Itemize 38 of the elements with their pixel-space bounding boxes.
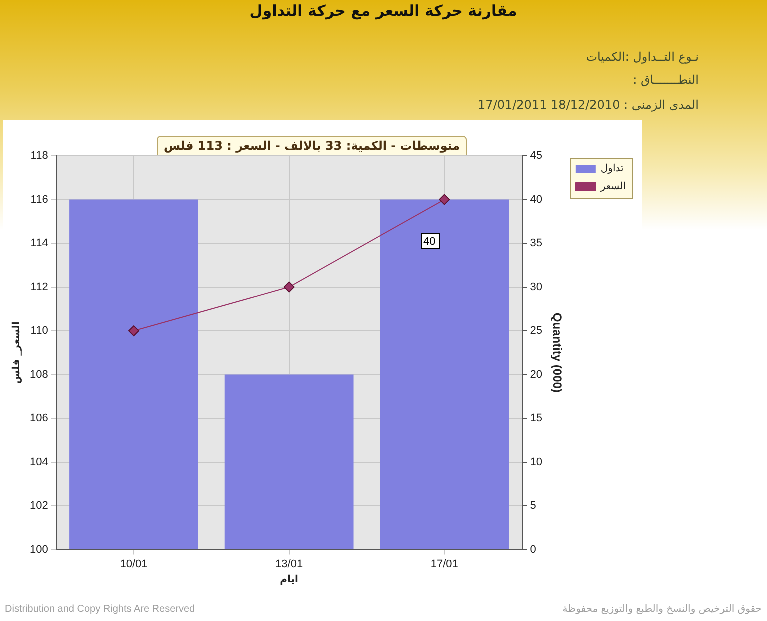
legend-label: السعر [600, 182, 626, 193]
y-tick-label: 110 [30, 325, 48, 338]
y-tick-label: 100 [30, 544, 48, 556]
y2-tick-label: 15 [530, 412, 543, 425]
y2-tick-label: 20 [530, 368, 543, 381]
y2-tick-label: 30 [530, 281, 543, 294]
x-tick-label: 17/01 [430, 558, 458, 570]
y2-tick-label: 0 [530, 544, 536, 556]
data-label: 40 [424, 236, 436, 248]
text: المدى الزمنى : 18/12/2010 17/01/2011 [478, 98, 699, 112]
text: نـوع التــداول :الكميات [586, 50, 699, 64]
y-tick-label: 102 [30, 500, 48, 512]
chart-title: مقارنة حركة السعر مع حركة التداول [248, 2, 518, 20]
y-tick-label: 106 [30, 412, 48, 425]
y-tick-label: 114 [30, 238, 48, 250]
y2-axis-title: Quantity (000) [550, 312, 564, 393]
y2-tick-label: 5 [530, 500, 536, 512]
text: Distribution and Copy Rights Are Reserved [5, 604, 196, 615]
point [439, 194, 450, 206]
point [128, 326, 140, 337]
y-tick-label: 118 [30, 150, 48, 162]
x-tick-label: 10/01 [120, 558, 148, 570]
text: النطـــــــاق : [633, 73, 699, 87]
y-tick-label: 104 [30, 456, 48, 468]
y-tick-label: 116 [30, 194, 48, 206]
y2-tick-label: 40 [530, 194, 543, 206]
point [284, 282, 295, 293]
text: حقوق الترخيص والنسخ والطبع والتوزيع محفوظة [562, 604, 762, 615]
x-tick-label: 13/01 [276, 558, 304, 570]
y-axis-title: السعر_ فلس [12, 322, 23, 384]
y-tick-label: 112 [30, 281, 48, 294]
y2-tick-label: 35 [530, 238, 543, 250]
y-tick-label: 108 [30, 368, 48, 381]
y2-tick-label: 45 [530, 150, 543, 162]
legend-label: تداول [600, 164, 624, 175]
y2-tick-label: 25 [530, 325, 543, 338]
y2-tick-label: 10 [530, 456, 543, 468]
x-axis-title: ايام [280, 574, 298, 586]
